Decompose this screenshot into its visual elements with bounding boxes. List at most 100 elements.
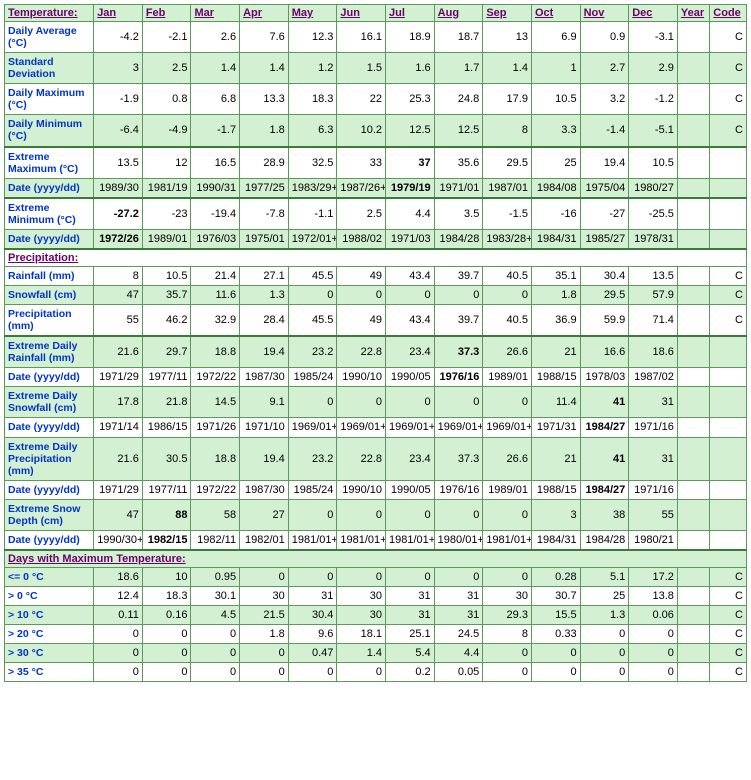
- cell: 10.5: [531, 84, 580, 115]
- cell: 24.5: [434, 625, 483, 644]
- section-title: Precipitation:: [5, 249, 747, 267]
- cell: 0: [337, 387, 386, 418]
- cell: 12.5: [434, 115, 483, 147]
- column-header: Dec: [629, 5, 678, 22]
- cell: 1984/31: [531, 229, 580, 249]
- cell: 1969/01+: [434, 418, 483, 437]
- cell: 0: [142, 663, 191, 682]
- cell: -27: [580, 198, 629, 230]
- cell: 1989/30: [94, 178, 143, 198]
- cell: -4.2: [94, 22, 143, 53]
- code-cell: C: [710, 644, 747, 663]
- code-cell: [710, 480, 747, 499]
- code-cell: [710, 229, 747, 249]
- table-row: Standard Deviation32.51.41.41.21.51.61.7…: [5, 53, 747, 84]
- cell: 1971/29: [94, 368, 143, 387]
- cell: [677, 305, 709, 337]
- cell: 1984/28: [434, 229, 483, 249]
- cell: -1.1: [288, 198, 337, 230]
- cell: 0: [629, 644, 678, 663]
- cell: 1987/26+: [337, 178, 386, 198]
- cell: 1976/16: [434, 368, 483, 387]
- cell: [677, 115, 709, 147]
- row-label: Extreme Daily Rainfall (mm): [5, 336, 94, 368]
- cell: 32.5: [288, 147, 337, 179]
- code-cell: C: [710, 22, 747, 53]
- row-label: Date (yyyy/dd): [5, 418, 94, 437]
- column-header: May: [288, 5, 337, 22]
- code-cell: [710, 368, 747, 387]
- cell: 21: [531, 336, 580, 368]
- cell: [677, 336, 709, 368]
- cell: 1971/26: [191, 418, 240, 437]
- cell: 2.5: [337, 198, 386, 230]
- table-row: Date (yyyy/dd)1971/141986/151971/261971/…: [5, 418, 747, 437]
- cell: [677, 198, 709, 230]
- cell: 1971/03: [386, 229, 435, 249]
- cell: 10.5: [629, 147, 678, 179]
- cell: 12.3: [288, 22, 337, 53]
- cell: 31: [434, 587, 483, 606]
- cell: 0: [94, 625, 143, 644]
- cell: 1987/30: [240, 480, 289, 499]
- cell: 1985/24: [288, 480, 337, 499]
- cell: 0: [580, 625, 629, 644]
- cell: 1969/01+: [386, 418, 435, 437]
- cell: 19.4: [240, 336, 289, 368]
- row-label: > 10 °C: [5, 606, 94, 625]
- cell: 0.16: [142, 606, 191, 625]
- code-cell: [710, 198, 747, 230]
- code-cell: C: [710, 115, 747, 147]
- code-cell: C: [710, 587, 747, 606]
- cell: 0.95: [191, 567, 240, 586]
- cell: 25: [531, 147, 580, 179]
- cell: 0: [629, 625, 678, 644]
- cell: 0: [191, 625, 240, 644]
- cell: 41: [580, 437, 629, 480]
- cell: [677, 663, 709, 682]
- cell: 17.8: [94, 387, 143, 418]
- cell: 27: [240, 499, 289, 530]
- cell: 30.1: [191, 587, 240, 606]
- cell: 2.5: [142, 53, 191, 84]
- cell: 6.3: [288, 115, 337, 147]
- row-label: Extreme Maximum (°C): [5, 147, 94, 179]
- cell: 28.9: [240, 147, 289, 179]
- cell: 49: [337, 266, 386, 285]
- table-row: Daily Maximum (°C)-1.90.86.813.318.32225…: [5, 84, 747, 115]
- table-row: Snowfall (cm)4735.711.61.3000001.829.557…: [5, 285, 747, 304]
- cell: 1990/05: [386, 480, 435, 499]
- cell: 1972/22: [191, 368, 240, 387]
- cell: 1971/14: [94, 418, 143, 437]
- cell: 24.8: [434, 84, 483, 115]
- code-cell: [710, 499, 747, 530]
- cell: 0: [288, 567, 337, 586]
- cell: 1971/16: [629, 480, 678, 499]
- cell: 1.8: [240, 115, 289, 147]
- cell: 40.5: [483, 305, 532, 337]
- cell: 1972/26: [94, 229, 143, 249]
- table-row: > 35 °C0000000.20.050000C: [5, 663, 747, 682]
- cell: 1.5: [337, 53, 386, 84]
- cell: 3: [94, 53, 143, 84]
- code-cell: [710, 437, 747, 480]
- table-row: Extreme Daily Precipitation (mm)21.630.5…: [5, 437, 747, 480]
- cell: 0: [94, 644, 143, 663]
- cell: 25: [580, 587, 629, 606]
- cell: 4.4: [386, 198, 435, 230]
- cell: 37.3: [434, 437, 483, 480]
- cell: [677, 530, 709, 550]
- cell: 1969/01+: [337, 418, 386, 437]
- cell: 13.3: [240, 84, 289, 115]
- table-row: > 30 °C00000.471.45.44.40000C: [5, 644, 747, 663]
- cell: 0.11: [94, 606, 143, 625]
- cell: [677, 606, 709, 625]
- cell: 0.2: [386, 663, 435, 682]
- cell: 3.5: [434, 198, 483, 230]
- cell: 25.3: [386, 84, 435, 115]
- cell: 49: [337, 305, 386, 337]
- cell: -27.2: [94, 198, 143, 230]
- cell: 0: [337, 567, 386, 586]
- cell: 18.3: [288, 84, 337, 115]
- row-label: Extreme Snow Depth (cm): [5, 499, 94, 530]
